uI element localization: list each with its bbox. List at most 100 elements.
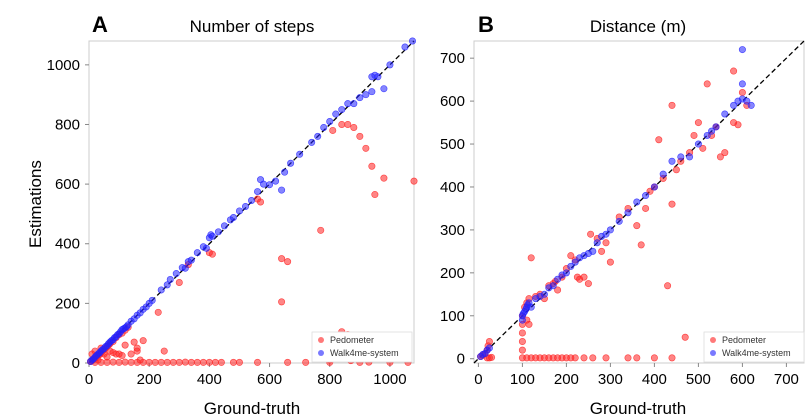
scatter-point-pedometer <box>278 298 286 306</box>
scatter-point-pedometer <box>716 153 724 161</box>
y-tick-label: 500 <box>440 136 465 153</box>
x-tick-label: 200 <box>554 371 579 388</box>
scatter-point-walk4me <box>229 214 237 222</box>
scatter-point-pedometer <box>169 358 177 366</box>
scatter-point-pedometer <box>525 320 533 328</box>
legend-marker-pedometer <box>710 337 716 343</box>
y-tick-label: 700 <box>440 50 465 67</box>
scatter-point-walk4me <box>272 177 280 185</box>
scatter-point-pedometer <box>175 358 183 366</box>
scatter-point-pedometer <box>584 280 592 288</box>
scatter-point-pedometer <box>254 358 262 366</box>
y-tick-label: 600 <box>440 93 465 110</box>
scatter-point-pedometer <box>606 258 614 266</box>
scatter-point-pedometer <box>580 354 588 362</box>
scatter-point-pedometer <box>121 358 129 366</box>
scatter-point-walk4me <box>166 276 174 284</box>
scatter-point-pedometer <box>694 119 702 127</box>
scatter-point-walk4me <box>571 258 579 266</box>
scatter-point-pedometer <box>151 358 159 366</box>
scatter-point-pedometer <box>721 149 729 157</box>
x-tick-label: 300 <box>598 371 623 388</box>
scatter-point-pedometer <box>157 358 165 366</box>
legend-label-pedometer: Pedometer <box>330 335 374 345</box>
scatter-point-walk4me <box>320 123 328 131</box>
scatter-point-walk4me <box>593 239 601 247</box>
x-tick-label: 400 <box>642 371 667 388</box>
scatter-point-walk4me <box>163 281 171 289</box>
scatter-point-walk4me <box>287 159 295 167</box>
y-tick-label: 0 <box>457 351 465 368</box>
scatter-point-pedometer <box>344 120 352 128</box>
scatter-point-walk4me <box>606 226 614 234</box>
scatter-point-walk4me <box>193 249 201 257</box>
scatter-point-pedometer <box>690 131 698 139</box>
scatter-point-walk4me <box>374 73 382 81</box>
scatter-point-walk4me <box>181 264 189 272</box>
scatter-point-walk4me <box>540 290 548 298</box>
chart-title: Number of steps <box>190 17 315 36</box>
scatter-point-pedometer <box>205 358 213 366</box>
scatter-point-pedometer <box>211 358 219 366</box>
y-tick-label: 0 <box>72 355 80 372</box>
x-tick-label: 800 <box>317 371 342 388</box>
x-tick-label: 0 <box>474 371 482 388</box>
legend: Pedometer Walk4me-system <box>311 331 413 363</box>
scatter-point-walk4me <box>642 192 650 200</box>
scatter-point-walk4me <box>747 101 755 109</box>
scatter-point-pedometer <box>133 344 141 352</box>
scatter-point-pedometer <box>350 123 358 131</box>
scatter-point-pedometer <box>193 358 201 366</box>
x-tick-label: 500 <box>686 371 711 388</box>
scatter-point-pedometer <box>664 282 672 290</box>
scatter-point-pedometer <box>229 358 237 366</box>
scatter-point-walk4me <box>314 132 322 140</box>
x-axis-label: Ground-truth <box>204 399 300 417</box>
scatter-point-pedometer <box>278 255 286 263</box>
plot-frame <box>473 40 805 364</box>
scatter-point-pedometer <box>567 252 575 260</box>
scatter-point-pedometer <box>633 354 641 362</box>
scatter-point-walk4me <box>703 131 711 139</box>
legend: Pedometer Walk4me-system <box>703 331 805 363</box>
x-axis-label: Ground-truth <box>590 399 686 417</box>
legend-label-walk4me: Walk4me-system <box>330 348 399 358</box>
scatter-point-pedometer <box>580 273 588 281</box>
scatter-point-walk4me <box>254 188 262 196</box>
scatter-point-pedometer <box>668 200 676 208</box>
y-axis-label: Estimations <box>26 160 45 248</box>
scatter-point-pedometer <box>699 144 707 152</box>
scatter-point-pedometer <box>133 358 141 366</box>
y-tick-label: 400 <box>55 236 80 253</box>
scatter-point-pedometer <box>139 337 147 345</box>
scatter-point-walk4me <box>602 230 610 238</box>
scatter-point-walk4me <box>624 209 632 217</box>
scatter-point-walk4me <box>241 202 249 210</box>
scatter-point-walk4me <box>589 247 597 255</box>
scatter-point-pedometer <box>284 258 292 266</box>
scatter-point-walk4me <box>344 100 352 108</box>
scatter-point-walk4me <box>694 140 702 148</box>
scatter-point-pedometer <box>130 338 138 346</box>
x-tick-label: 400 <box>197 371 222 388</box>
scatter-point-walk4me <box>281 168 289 176</box>
y-tick-label: 1000 <box>47 57 80 74</box>
scatter-point-walk4me <box>338 106 346 114</box>
scatter-point-walk4me <box>386 61 394 69</box>
scatter-point-pedometer <box>145 358 153 366</box>
scatter-point-walk4me <box>214 228 222 236</box>
scatter-point-pedometer <box>554 286 562 294</box>
y-tick-label: 800 <box>55 116 80 133</box>
scatter-point-pedometer <box>410 177 418 185</box>
scatter-point-pedometer <box>160 347 168 355</box>
scatter-point-walk4me <box>278 186 286 194</box>
legend-box <box>703 331 805 363</box>
scatter-point-pedometer <box>518 346 526 354</box>
scatter-point-walk4me <box>633 198 641 206</box>
scatter-point-pedometer <box>329 126 337 134</box>
scatter-point-pedometer <box>187 358 195 366</box>
scatter-point-pedometer <box>655 136 663 144</box>
chart-title: Distance (m) <box>590 17 686 36</box>
x-tick-label: 0 <box>85 371 93 388</box>
scatter-point-walk4me <box>362 91 370 99</box>
